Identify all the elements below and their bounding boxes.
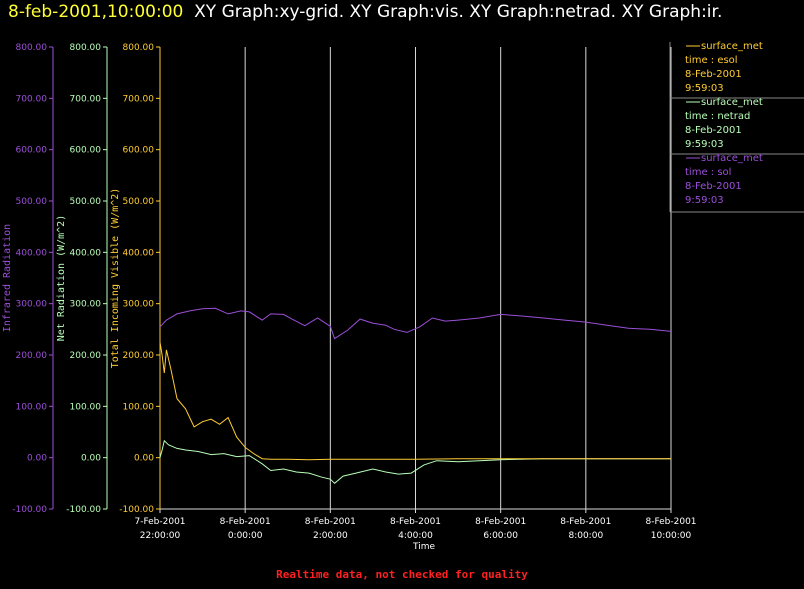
x-tick-label: 8:00:00 [568, 531, 603, 541]
ir-tick-label: 300.00 [16, 300, 48, 310]
netrad-tick-label: 700.00 [70, 94, 102, 104]
netrad-tick-label: 300.00 [70, 300, 102, 310]
vis-tick-label: 100.00 [123, 402, 155, 412]
title-graphs: XY Graph:xy-grid. XY Graph:vis. XY Graph… [194, 2, 723, 22]
x-tick-label: 8-Feb-2001 [220, 517, 271, 527]
ir-tick-label: 0.00 [27, 454, 47, 464]
legend-netrad-line: 9:59:03 [685, 139, 724, 150]
x-tick-label: 10:00:00 [651, 531, 692, 541]
x-tick-label: 4:00:00 [398, 531, 433, 541]
x-tick-label: 8-Feb-2001 [475, 517, 526, 527]
vis-axis-title: Total Incoming Visible (W/m^2) [110, 188, 121, 369]
netrad-tick-label: 200.00 [70, 351, 102, 361]
x-tick-label: 8-Feb-2001 [645, 517, 696, 527]
legend-vis-line: 8-Feb-2001 [685, 69, 742, 80]
vis-tick-label: 300.00 [123, 300, 155, 310]
series-line-ir [159, 307, 672, 340]
vis-tick-label: -100.00 [119, 505, 154, 515]
ir-tick-label: 500.00 [16, 197, 48, 207]
ir-tick-label: 700.00 [16, 94, 48, 104]
vis-tick-label: 700.00 [123, 94, 155, 104]
vis-tick-label: 0.00 [134, 454, 154, 464]
vis-tick-label: 800.00 [123, 43, 155, 53]
legend-netrad-line: 8-Feb-2001 [685, 125, 742, 136]
legend-vis-line: 9:59:03 [685, 83, 724, 94]
netrad-tick-label: 500.00 [70, 197, 102, 207]
ir-axis-title: Infrared Radiation [2, 224, 13, 332]
x-tick-label: 6:00:00 [483, 531, 518, 541]
vis-tick-label: 200.00 [123, 351, 155, 361]
legend-vis-line: surface_met [701, 41, 763, 52]
netrad-tick-label: 100.00 [70, 402, 102, 412]
x-tick-label: 2:00:00 [313, 531, 348, 541]
netrad-tick-label: 800.00 [70, 43, 102, 53]
series-line-netrad [159, 439, 671, 484]
legend-ir-line: 8-Feb-2001 [685, 181, 742, 192]
ir-tick-label: -100.00 [12, 505, 47, 515]
ir-tick-label: 600.00 [16, 146, 48, 156]
x-tick-label: 8-Feb-2001 [560, 517, 611, 527]
ir-tick-label: 200.00 [16, 351, 48, 361]
netrad-axis-title: Net Radiation (W/m^2) [56, 215, 67, 341]
vis-tick-label: 500.00 [123, 197, 155, 207]
x-tick-label: 8-Feb-2001 [305, 517, 356, 527]
vis-tick-label: 600.00 [123, 146, 155, 156]
x-tick-label: 7-Feb-2001 [134, 517, 185, 527]
legend-netrad-line: surface_met [701, 97, 763, 108]
legend-vis-line: time : esol [685, 55, 738, 66]
legend-ir-line: 9:59:03 [685, 195, 724, 206]
legend-ir-line: surface_met [701, 153, 763, 164]
ir-tick-label: 100.00 [16, 402, 48, 412]
legend-ir-line: time : sol [685, 167, 731, 178]
x-axis-title: Time [412, 542, 435, 552]
vis-tick-label: 400.00 [123, 248, 155, 258]
quality-notice: Realtime data, not checked for quality [276, 568, 528, 581]
x-tick-label: 8-Feb-2001 [390, 517, 441, 527]
netrad-tick-label: -100.00 [66, 505, 101, 515]
chart-title: 8-feb-2001,10:00:00 XY Graph:xy-grid. XY… [8, 0, 722, 24]
x-tick-label: 0:00:00 [228, 531, 263, 541]
series-line-vis [159, 342, 671, 461]
title-date: 8-feb-2001,10:00:00 [8, 2, 184, 22]
ir-tick-label: 400.00 [16, 248, 48, 258]
x-tick-label: 22:00:00 [140, 531, 181, 541]
netrad-tick-label: 600.00 [70, 146, 102, 156]
ir-tick-label: 800.00 [16, 43, 48, 53]
netrad-tick-label: 400.00 [70, 248, 102, 258]
netrad-tick-label: 0.00 [81, 454, 101, 464]
legend-netrad-line: time : netrad [685, 111, 750, 122]
